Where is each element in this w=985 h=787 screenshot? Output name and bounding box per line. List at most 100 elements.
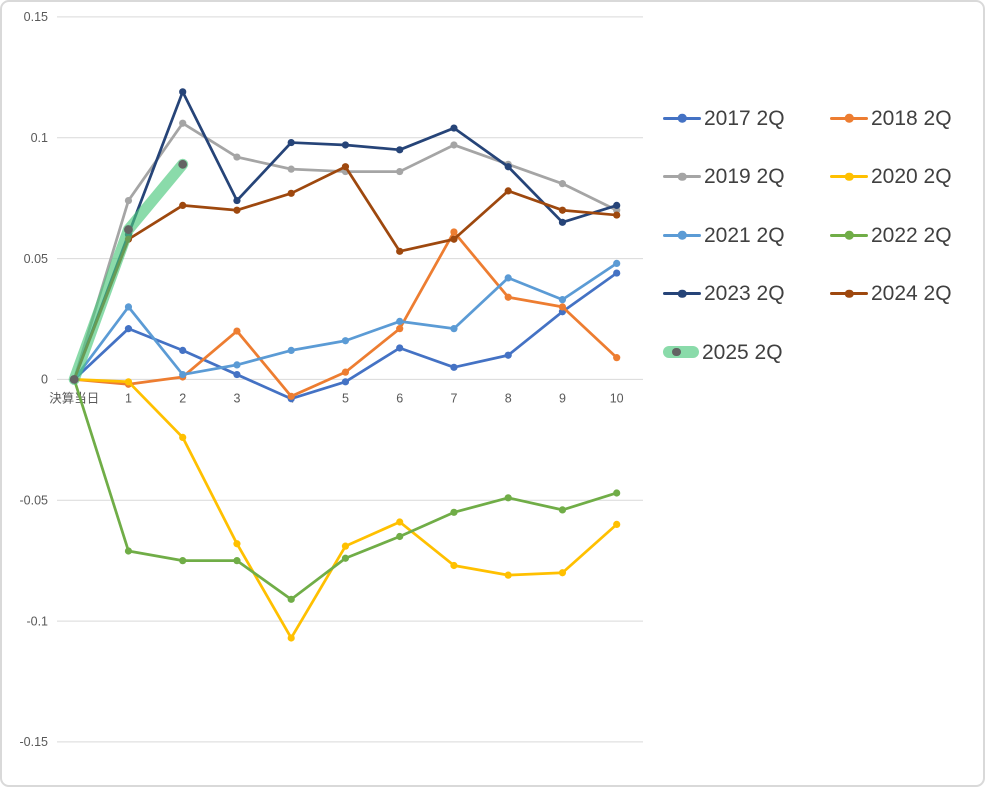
legend-item-2020-2q: 2020 2Q	[830, 166, 952, 187]
series-2022-2q	[70, 375, 621, 603]
legend-marker-dot-icon	[677, 172, 687, 181]
series-marker	[287, 595, 295, 603]
x-tick-label: 3	[233, 392, 240, 406]
series-marker	[233, 153, 241, 161]
series-marker	[233, 206, 241, 214]
y-tick-label: -0.1	[26, 614, 48, 628]
legend-label: 2018 2Q	[871, 106, 952, 130]
series-marker	[124, 196, 133, 205]
series-marker	[69, 375, 79, 384]
legend-line-swatch-icon	[663, 229, 701, 241]
series-marker	[396, 247, 404, 255]
x-tick-label: 6	[396, 392, 403, 406]
series-marker	[504, 274, 512, 282]
series-marker	[341, 378, 350, 386]
legend-label: 2017 2Q	[704, 106, 785, 130]
series-marker	[396, 167, 404, 176]
series-marker	[124, 325, 133, 333]
series-marker	[450, 228, 458, 236]
legend: 2017 2Q 2018 2Q 2019 2Q 2020 2Q 2021 2Q 2022 …	[663, 101, 952, 369]
series-marker	[287, 138, 295, 147]
legend-marker-dot-icon	[672, 347, 681, 357]
series-marker	[179, 433, 187, 442]
legend-marker-dot-icon	[844, 230, 854, 240]
legend-line-swatch-icon	[830, 171, 868, 183]
series-marker	[504, 571, 512, 579]
series-2025-2q	[68, 158, 189, 385]
series-line	[72, 90, 619, 381]
series-marker	[613, 354, 621, 362]
y-axis-tick-labels: 0.15 0.1 0.05 0 -0.05 -0.1 -0.15	[20, 10, 49, 749]
series-marker	[504, 494, 512, 502]
series-marker	[558, 506, 567, 514]
legend-label: 2025 2Q	[702, 340, 783, 364]
legend-marker-dot-icon	[844, 113, 854, 123]
y-tick-label: 0	[41, 373, 48, 387]
series-marker	[341, 163, 350, 171]
legend-line-swatch-icon	[830, 112, 868, 124]
series-marker	[341, 141, 350, 149]
legend-highlight-swatch-icon	[663, 345, 699, 359]
series-marker	[233, 540, 241, 548]
x-tick-label: 2	[179, 392, 186, 406]
series-marker	[450, 508, 458, 516]
series-marker	[341, 554, 350, 562]
x-tick-label: 決算当日	[49, 391, 99, 406]
series-marker	[396, 317, 404, 325]
series-marker	[613, 489, 621, 497]
legend-marker-dot-icon	[844, 289, 854, 298]
legend-label: 2021 2Q	[704, 223, 785, 247]
legend-item-2018-2q: 2018 2Q	[830, 108, 952, 129]
legend-line-swatch-icon	[663, 112, 701, 124]
series-marker	[341, 368, 350, 376]
series-marker	[341, 337, 350, 345]
series-marker	[613, 211, 621, 219]
legend-line-swatch-icon	[830, 288, 868, 300]
series-marker	[396, 532, 404, 541]
series-marker	[396, 325, 404, 333]
series-marker	[179, 557, 187, 565]
legend-label: 2019 2Q	[704, 165, 785, 188]
series-marker	[287, 392, 295, 400]
legend-marker-dot-icon	[677, 289, 687, 298]
series-2021-2q	[70, 259, 621, 383]
series-marker	[450, 325, 458, 333]
series-marker	[233, 557, 241, 565]
series-marker	[504, 351, 512, 359]
legend-item-2022-2q: 2022 2Q	[830, 225, 952, 246]
series-marker	[450, 363, 458, 371]
series-marker	[613, 259, 621, 267]
series-marker	[613, 201, 621, 209]
series-marker	[233, 327, 241, 335]
legend-line-swatch-icon	[663, 171, 701, 183]
legend-marker-dot-icon	[844, 172, 854, 181]
y-tick-label: 0.15	[24, 10, 48, 24]
series-marker	[450, 124, 458, 132]
series-marker	[233, 361, 241, 369]
series-marker	[504, 163, 512, 171]
series-marker	[504, 187, 512, 195]
series-marker	[558, 180, 567, 188]
series-marker	[341, 542, 350, 550]
legend-item-2024-2q: 2024 2Q	[830, 283, 952, 304]
y-tick-label: 0.05	[24, 252, 48, 266]
series-marker	[179, 201, 187, 209]
x-tick-label: 1	[125, 392, 132, 406]
series-marker	[124, 378, 133, 386]
series-line	[72, 262, 619, 381]
legend-label: 2024 2Q	[871, 282, 952, 305]
series-marker	[179, 119, 187, 127]
series-marker	[396, 518, 404, 526]
legend-label: 2020 2Q	[871, 165, 952, 188]
x-tick-label: 8	[505, 392, 512, 406]
legend-item-2023-2q: 2023 2Q	[663, 283, 830, 304]
series-marker	[450, 235, 458, 243]
series-marker	[504, 293, 512, 301]
legend-line-swatch-icon	[663, 288, 701, 300]
legend-item-2019-2q: 2019 2Q	[663, 166, 830, 187]
legend-marker-dot-icon	[677, 113, 687, 123]
series-marker	[396, 146, 404, 154]
x-tick-label: 9	[559, 392, 566, 406]
series-marker	[178, 159, 188, 169]
